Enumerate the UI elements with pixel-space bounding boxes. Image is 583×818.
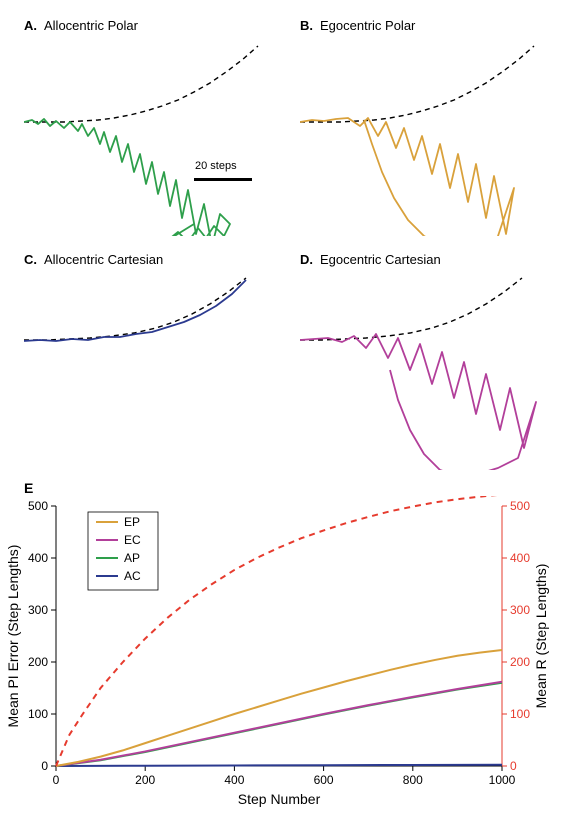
legend-label-EC: EC [124, 533, 141, 547]
panel-d-svg [300, 270, 560, 470]
trace-C [24, 280, 246, 341]
panel-c-svg [24, 270, 284, 430]
reference-path [300, 46, 534, 122]
y-left-tick-label: 0 [41, 759, 48, 773]
x-tick-label: 200 [135, 773, 155, 787]
panel-d-letter: D. [300, 252, 313, 267]
y-right-tick-label: 200 [510, 655, 530, 669]
x-tick-label: 600 [314, 773, 334, 787]
panel-b-svg [300, 36, 560, 236]
y-left-tick-label: 300 [28, 603, 48, 617]
y-right-tick-label: 500 [510, 499, 530, 513]
y-right-tick-label: 0 [510, 759, 517, 773]
y-left-tick-label: 400 [28, 551, 48, 565]
panel-a-title: Allocentric Polar [44, 18, 138, 33]
panel-e-letter: E [24, 480, 33, 496]
reference-path [24, 46, 258, 122]
scalebar-label: 20 steps [195, 160, 237, 172]
series-AC [56, 765, 502, 766]
legend-label-AP: AP [124, 551, 140, 565]
panel-c-letter: C. [24, 252, 37, 267]
figure-container: A. Allocentric Polar 20 steps B. Egocent… [0, 0, 583, 818]
x-tick-label: 1000 [489, 773, 516, 787]
y-left-axis-label: Mean PI Error (Step Lengths) [5, 545, 21, 728]
series-EP [56, 650, 502, 766]
panel-b-title: Egocentric Polar [320, 18, 415, 33]
trace-B [300, 118, 514, 236]
y-left-tick-label: 200 [28, 655, 48, 669]
x-axis-label: Step Number [238, 791, 321, 807]
reference-path [24, 278, 246, 340]
y-right-tick-label: 300 [510, 603, 530, 617]
series-AP [56, 683, 502, 766]
legend-label-AC: AC [124, 569, 141, 583]
y-right-axis-label: Mean R (Step Lengths) [533, 564, 549, 709]
x-tick-label: 0 [53, 773, 60, 787]
panel-c-title: Allocentric Cartesian [44, 252, 163, 267]
x-tick-label: 800 [403, 773, 423, 787]
reference-path [300, 278, 522, 340]
scalebar-svg [192, 176, 254, 182]
panel-a-letter: A. [24, 18, 37, 33]
y-left-tick-label: 100 [28, 707, 48, 721]
y-left-tick-label: 500 [28, 499, 48, 513]
legend-box [88, 512, 158, 590]
legend-label-EP: EP [124, 515, 140, 529]
y-right-tick-label: 100 [510, 707, 530, 721]
panel-b-letter: B. [300, 18, 313, 33]
y-right-tick-label: 400 [510, 551, 530, 565]
x-tick-label: 400 [224, 773, 244, 787]
trace-D [300, 334, 536, 470]
panel-d-title: Egocentric Cartesian [320, 252, 441, 267]
panel-a-svg [24, 36, 284, 236]
series-R [56, 496, 502, 766]
chart-e-svg: 0200400600800100001002003004005000100200… [0, 496, 583, 816]
